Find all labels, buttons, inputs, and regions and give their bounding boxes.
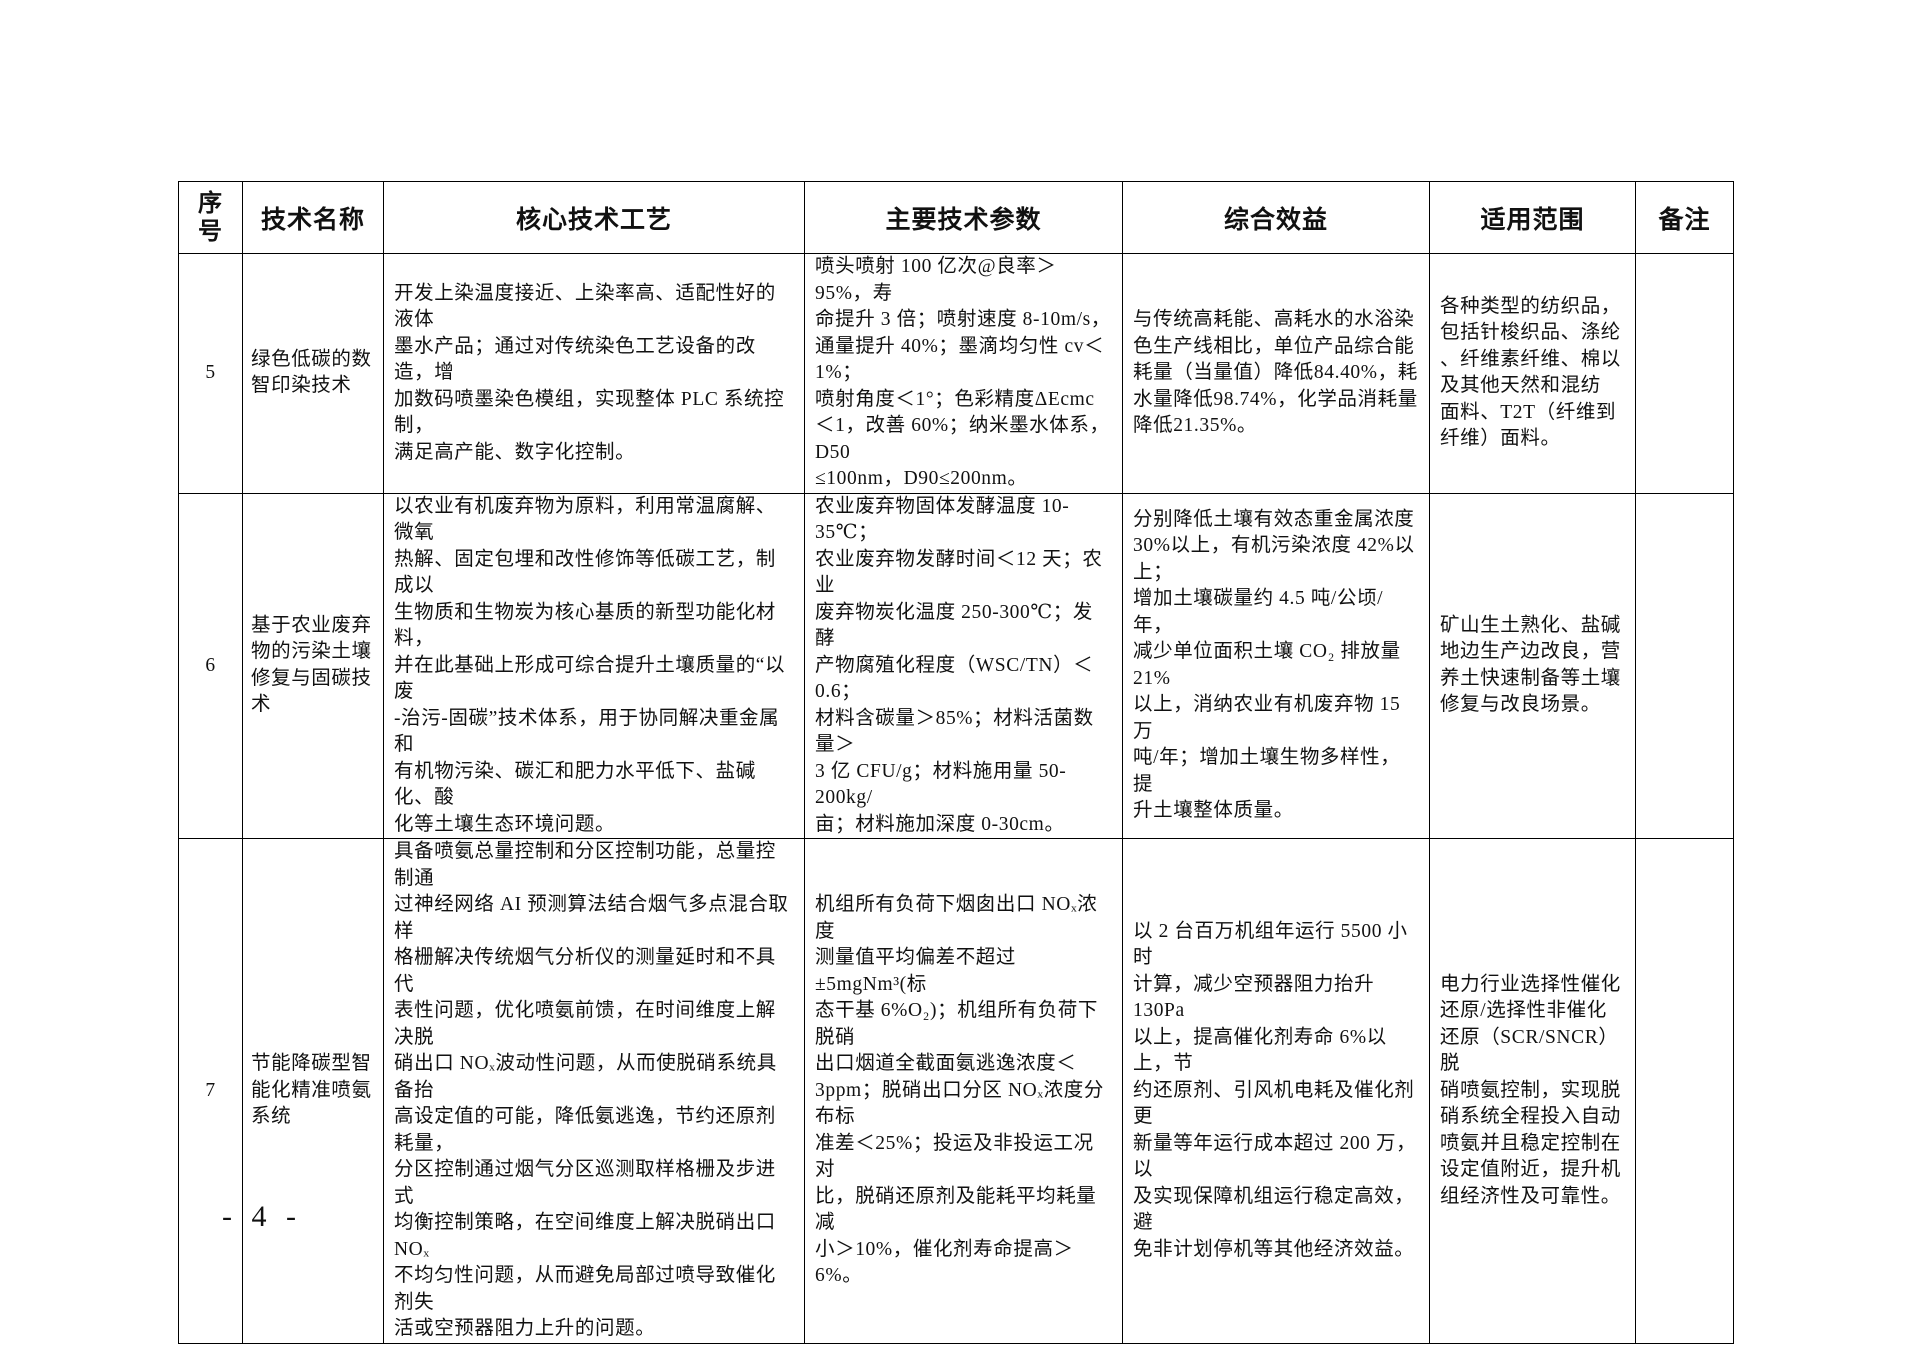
cell-main-parameters: 农业废弃物固体发酵温度 10-35℃； 农业废弃物发酵时间＜12 天；农业 废弃…: [804, 492, 1123, 839]
cell-serial-number: 6: [178, 492, 243, 839]
cell-core-process: 具备喷氨总量控制和分区控制功能，总量控制通 过神经网络 AI 预测算法结合烟气多…: [383, 838, 805, 1344]
header-main-parameters: 主要技术参数: [804, 181, 1123, 254]
cell-remarks: [1635, 253, 1734, 494]
header-remarks: 备注: [1635, 181, 1734, 254]
header-technology-name: 技术名称: [242, 181, 384, 254]
header-scope: 适用范围: [1429, 181, 1636, 254]
cell-technology-name: 基于农业废弃 物的污染土壤 修复与固碳技 术: [242, 492, 384, 839]
cell-benefits: 分别降低土壤有效态重金属浓度 30%以上，有机污染浓度 42%以上； 增加土壤碳…: [1122, 492, 1430, 839]
header-serial-number: 序 号: [178, 181, 243, 254]
page-number: - 4 -: [222, 1200, 302, 1233]
cell-remarks: [1635, 838, 1734, 1344]
cell-benefits: 与传统高耗能、高耗水的水浴染 色生产线相比，单位产品综合能 耗量（当量值）降低8…: [1122, 253, 1430, 494]
table-header-row: 序 号 技术名称 核心技术工艺 主要技术参数 综合效益 适用范围 备注: [178, 181, 1734, 254]
cell-remarks: [1635, 492, 1734, 839]
cell-scope: 矿山生土熟化、盐碱 地边生产边改良，营 养土快速制备等土壤 修复与改良场景。: [1429, 492, 1636, 839]
cell-benefits: 以 2 台百万机组年运行 5500 小时 计算，减少空预器阻力抬升 130Pa …: [1122, 838, 1430, 1344]
cell-technology-name: 绿色低碳的数 智印染技术: [242, 253, 384, 494]
cell-main-parameters: 喷头喷射 100 亿次@良率＞95%，寿 命提升 3 倍；喷射速度 8-10m/…: [804, 253, 1123, 494]
table-row: 5 绿色低碳的数 智印染技术 开发上染温度接近、上染率高、适配性好的液体 墨水产…: [178, 253, 1734, 494]
cell-serial-number: 5: [178, 253, 243, 494]
table-row: 6 基于农业废弃 物的污染土壤 修复与固碳技 术 以农业有机废弃物为原料，利用常…: [178, 492, 1734, 839]
cell-scope: 电力行业选择性催化 还原/选择性非催化 还原（SCR/SNCR）脱 硝喷氨控制，…: [1429, 838, 1636, 1344]
cell-core-process: 以农业有机废弃物为原料，利用常温腐解、微氧 热解、固定包埋和改性修饰等低碳工艺，…: [383, 492, 805, 839]
cell-technology-name: 节能降碳型智 能化精准喷氨 系统: [242, 838, 384, 1344]
header-benefits: 综合效益: [1122, 181, 1430, 254]
table-row: 7 节能降碳型智 能化精准喷氨 系统 具备喷氨总量控制和分区控制功能，总量控制通…: [178, 838, 1734, 1344]
cell-main-parameters: 机组所有负荷下烟囱出口 NOₓ浓度 测量值平均偏差不超过±5mgNm³(标 态干…: [804, 838, 1123, 1344]
cell-scope: 各种类型的纺织品， 包括针梭织品、涤纶 、纤维素纤维、棉以 及其他天然和混纺 面…: [1429, 253, 1636, 494]
cell-core-process: 开发上染温度接近、上染率高、适配性好的液体 墨水产品；通过对传统染色工艺设备的改…: [383, 253, 805, 494]
header-core-process: 核心技术工艺: [383, 181, 805, 254]
cell-serial-number: 7: [178, 838, 243, 1344]
technology-table: 序 号 技术名称 核心技术工艺 主要技术参数 综合效益 适用范围 备注 5 绿色…: [178, 181, 1734, 1344]
